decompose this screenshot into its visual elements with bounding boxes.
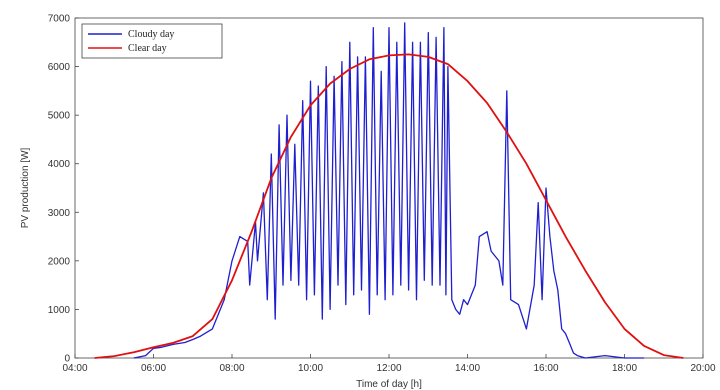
y-tick-label: 7000 xyxy=(48,14,71,25)
y-tick-label: 3000 xyxy=(48,208,71,219)
x-tick-label: 16:00 xyxy=(533,363,558,374)
x-tick-label: 18:00 xyxy=(612,363,637,374)
y-tick-label: 0 xyxy=(64,354,70,365)
y-axis-ticks: 0 1000 2000 3000 4000 5000 6000 7000 xyxy=(48,14,79,365)
x-tick-label: 14:00 xyxy=(455,363,480,374)
legend-label-cloudy: Cloudy day xyxy=(128,29,174,40)
x-axis-ticks: 04:00 06:00 08:00 10:00 12:00 14:00 16:00 18:00… xyxy=(62,354,716,374)
x-tick-label: 12:00 xyxy=(376,363,401,374)
legend-box xyxy=(81,23,223,59)
legend: Cloudy day Clear day xyxy=(81,23,223,59)
series-layer xyxy=(94,22,684,359)
x-tick-label: 20:00 xyxy=(690,363,715,374)
legend-label-clear: Clear day xyxy=(128,43,167,54)
series-line-clear-day xyxy=(94,53,684,359)
y-tick-label: 1000 xyxy=(48,305,71,316)
y-tick-label: 4000 xyxy=(48,159,71,170)
x-tick-label: 08:00 xyxy=(219,363,244,374)
x-axis-label: Time of day [h] xyxy=(356,379,422,390)
y-axis-label: PV production [W] xyxy=(20,147,31,228)
x-tick-label: 04:00 xyxy=(62,363,87,374)
x-tick-label: 06:00 xyxy=(141,363,166,374)
series-line-cloudy-day xyxy=(133,22,645,359)
y-tick-label: 2000 xyxy=(48,256,71,267)
x-tick-label: 10:00 xyxy=(298,363,323,374)
y-tick-label: 5000 xyxy=(48,111,71,122)
y-tick-label: 6000 xyxy=(48,62,71,73)
